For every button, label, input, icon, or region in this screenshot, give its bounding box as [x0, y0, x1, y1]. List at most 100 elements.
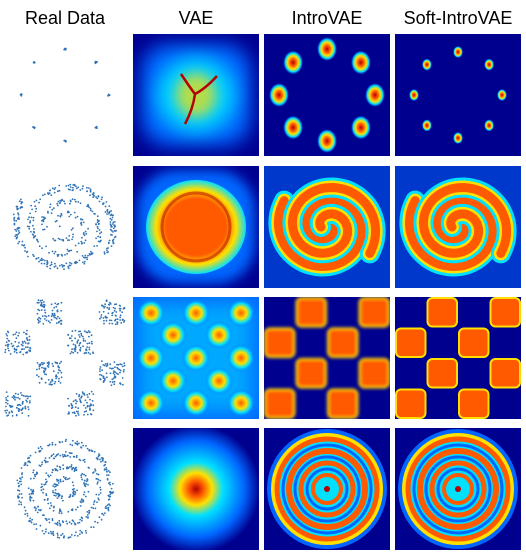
sample-point: [29, 212, 31, 215]
sample-point: [107, 506, 110, 509]
sample-point: [37, 505, 39, 508]
sample-point: [81, 242, 84, 244]
sample-point: [81, 187, 84, 190]
sample-point: [4, 351, 7, 354]
sample-point: [26, 337, 28, 339]
sample-point: [85, 232, 88, 235]
sample-point: [71, 404, 73, 407]
sample-point: [54, 302, 57, 305]
sample-point: [14, 228, 17, 231]
sample-point: [92, 526, 95, 528]
sample-point: [102, 514, 105, 516]
sample-point: [76, 400, 78, 403]
sample-point: [82, 335, 84, 338]
sample-point: [91, 400, 94, 402]
sample-point: [43, 259, 46, 262]
sample-point: [105, 467, 108, 469]
header-introvae: IntroVAE: [291, 8, 363, 28]
sample-point: [40, 489, 43, 492]
sample-point: [102, 310, 105, 313]
sample-point: [21, 340, 24, 343]
sample-point: [50, 261, 53, 264]
header-real-data: Real Data: [24, 8, 106, 28]
sample-point: [102, 457, 104, 460]
sample-point: [61, 495, 64, 498]
sample-point: [23, 348, 25, 350]
sample-point: [60, 253, 63, 256]
sample-point: [52, 453, 55, 455]
sample-point: [34, 451, 37, 454]
sample-point: [32, 471, 34, 474]
sample-point: [99, 492, 102, 494]
sample-point: [69, 183, 72, 186]
sample-point: [36, 368, 38, 371]
sample-point: [57, 380, 60, 383]
density-peak: [137, 389, 165, 417]
sample-point: [6, 343, 9, 346]
sample-point: [49, 189, 51, 192]
sample-point: [64, 440, 67, 442]
sample-point: [70, 262, 73, 265]
sample-point: [51, 363, 54, 365]
sample-point: [43, 309, 46, 312]
sample-point: [21, 408, 23, 411]
sample-point: [100, 239, 102, 242]
sample-point: [57, 214, 59, 217]
sample-point: [43, 303, 45, 306]
sample-point: [47, 474, 49, 477]
sample-point: [50, 455, 53, 458]
sample-point: [37, 447, 40, 450]
sample-point: [26, 339, 29, 342]
sample-point: [113, 229, 116, 232]
density-cell: [295, 297, 327, 328]
sample-point: [74, 329, 77, 332]
sample-point: [37, 299, 40, 302]
sample-point: [38, 368, 41, 370]
sample-point: [80, 218, 82, 220]
soft-introvae-2-spirals: [395, 166, 521, 288]
density-peak: [182, 299, 210, 327]
sample-point: [54, 380, 57, 383]
sample-point: [76, 535, 79, 537]
sample-point: [37, 375, 40, 378]
sample-point: [23, 506, 26, 509]
sample-point: [26, 464, 29, 467]
sample-point: [60, 264, 63, 266]
sample-point: [80, 224, 83, 226]
sample-point: [109, 372, 112, 375]
introvae-2-spirals: [264, 166, 390, 288]
density-peak: [283, 50, 304, 75]
sample-point: [25, 346, 27, 349]
sample-point: [109, 363, 112, 366]
sample-point: [90, 390, 93, 393]
sample-point: [67, 510, 70, 513]
sample-point: [18, 398, 21, 400]
sample-point: [28, 401, 31, 404]
sample-point: [69, 456, 72, 458]
sample-point: [104, 363, 107, 365]
sample-point: [76, 250, 79, 253]
sample-point: [115, 303, 118, 306]
sample-point: [74, 198, 76, 201]
density-cell: [264, 327, 296, 358]
sample-point: [71, 444, 74, 447]
sample-point: [46, 362, 49, 364]
sample-point: [99, 370, 101, 372]
introvae-2-spirals-heatmap: [264, 166, 390, 288]
sample-point: [67, 267, 70, 270]
sample-point: [42, 194, 44, 197]
sample-point: [87, 351, 90, 354]
sample-point: [92, 192, 95, 194]
density-cell: [358, 358, 390, 389]
sample-point: [28, 339, 31, 341]
sample-point: [20, 503, 23, 506]
sample-point: [113, 227, 115, 229]
sample-point: [57, 494, 60, 497]
sample-point: [43, 498, 46, 501]
sample-point: [59, 510, 62, 513]
sample-point: [61, 199, 64, 202]
sample-point: [85, 532, 88, 534]
sample-point: [60, 360, 63, 363]
sample-point: [17, 334, 20, 337]
sample-point: [121, 365, 124, 368]
